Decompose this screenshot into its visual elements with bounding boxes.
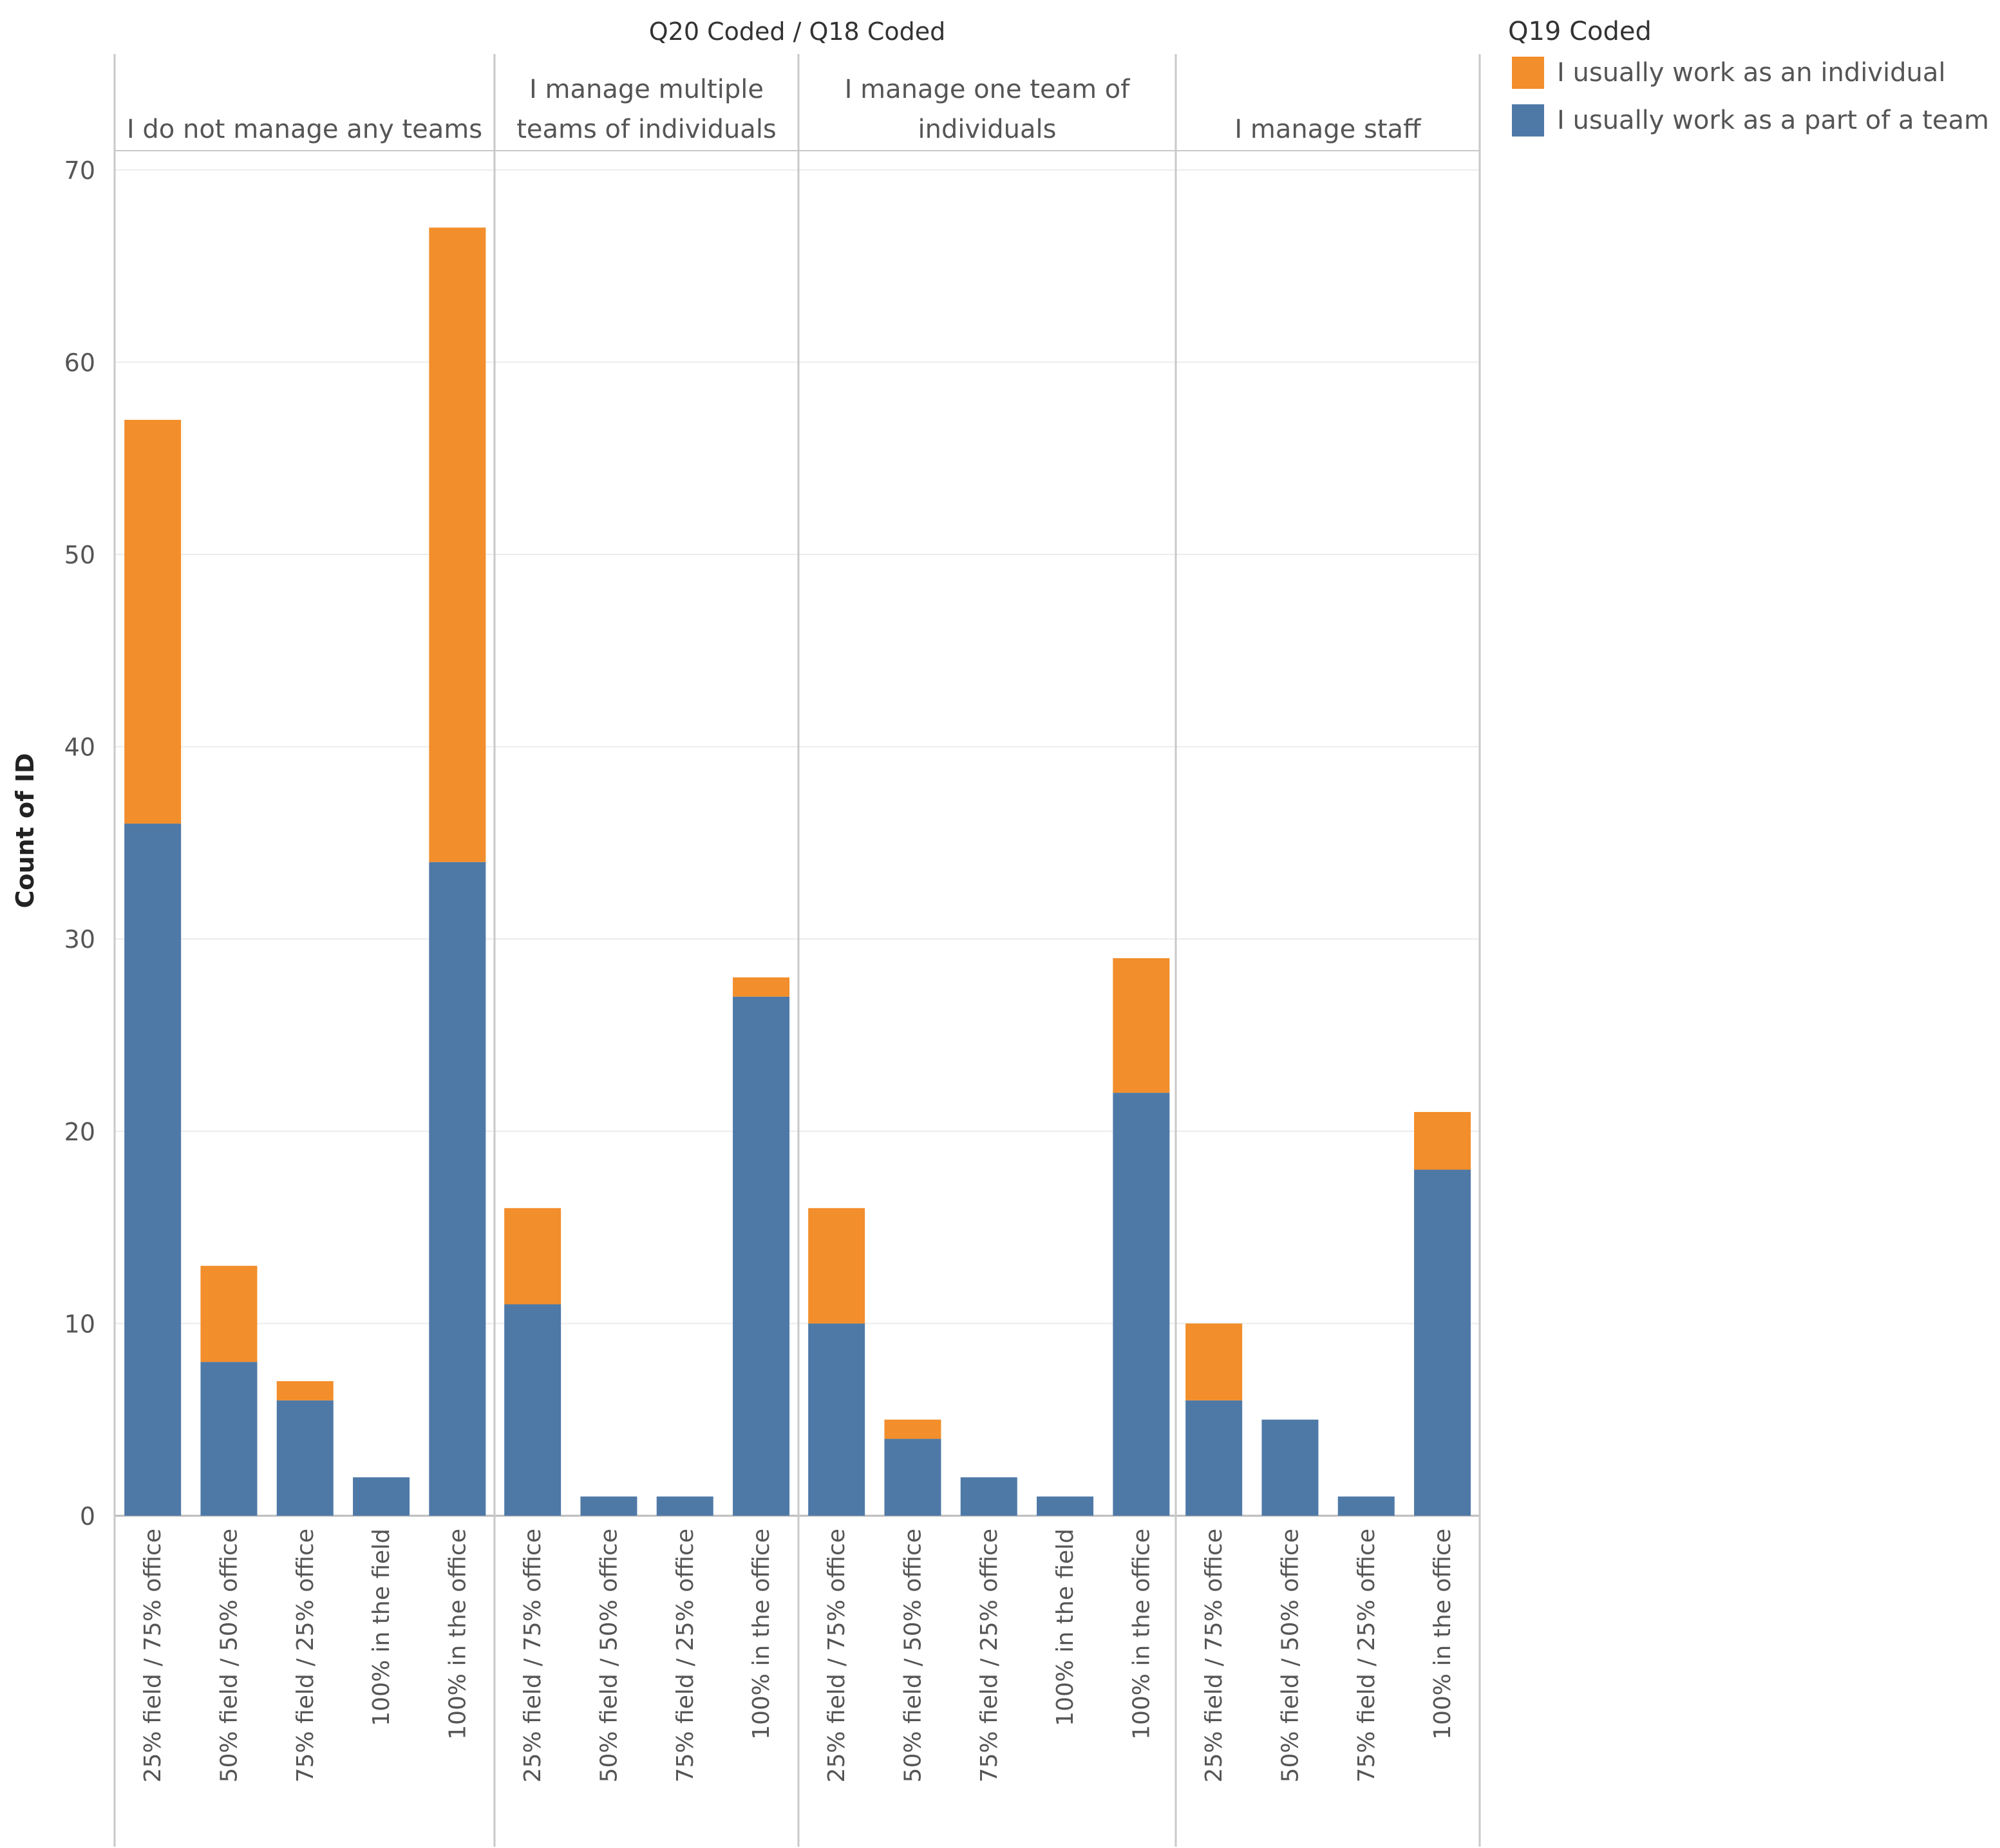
x-category-label: 25% field / 75% office <box>824 1529 850 1782</box>
x-category-label: 100% in the field <box>368 1529 395 1726</box>
panel-header-label: I manage multiple <box>529 75 764 104</box>
legend-swatch <box>1512 104 1544 137</box>
panel-header-label: I manage one team of <box>845 75 1131 104</box>
x-category-label: 50% field / 50% office <box>596 1529 622 1782</box>
x-category-label: 50% field / 50% office <box>216 1529 242 1782</box>
x-category-label: 50% field / 50% office <box>900 1529 926 1782</box>
bar-segment <box>808 1323 865 1516</box>
x-category-label: 25% field / 75% office <box>520 1529 546 1782</box>
x-category-label: 25% field / 75% office <box>140 1529 166 1782</box>
x-category-label: 100% in the office <box>1429 1529 1456 1740</box>
legend-title: Q19 Coded <box>1508 17 1652 46</box>
y-axis-label: Count of ID <box>11 753 39 908</box>
y-tick-label: 0 <box>80 1502 95 1531</box>
bar-segment <box>884 1438 941 1516</box>
bar-segment <box>1113 958 1170 1093</box>
chart-title: Q20 Coded / Q18 Coded <box>649 17 945 46</box>
y-tick-label: 70 <box>64 156 95 185</box>
bar-segment <box>733 977 790 997</box>
x-category-label: 75% field / 25% office <box>672 1529 699 1782</box>
bar-segment <box>1113 1093 1170 1516</box>
bar-segment <box>1414 1169 1471 1516</box>
bar-segment <box>124 420 182 824</box>
bar-segment <box>353 1477 410 1516</box>
bar-segment <box>1185 1323 1243 1400</box>
bar-segment <box>1037 1496 1094 1516</box>
bar-segment <box>656 1496 713 1516</box>
bar-segment <box>200 1362 258 1516</box>
bar-segment <box>504 1304 561 1516</box>
bar-segment <box>200 1265 258 1362</box>
legend-label: I usually work as an individual <box>1557 58 1945 88</box>
y-tick-label: 50 <box>64 541 95 569</box>
bar-segment <box>1261 1419 1319 1516</box>
bar-segment <box>733 996 790 1516</box>
legend-swatch <box>1512 57 1544 89</box>
bar-segment <box>960 1477 1017 1516</box>
bar-segment <box>504 1208 561 1305</box>
y-tick-label: 10 <box>64 1310 95 1338</box>
y-tick-label: 60 <box>64 348 95 377</box>
bar-segment <box>1337 1496 1395 1516</box>
bar-segment <box>124 824 182 1516</box>
x-category-label: 75% field / 25% office <box>292 1529 319 1782</box>
panel-header-label: I do not manage any teams <box>127 115 482 144</box>
bar-segment <box>429 227 486 862</box>
y-tick-label: 20 <box>64 1118 95 1146</box>
bar-segment <box>580 1496 637 1516</box>
bar-segment <box>884 1419 941 1439</box>
x-category-label: 75% field / 25% office <box>1354 1529 1380 1782</box>
panel-header-label: I manage staff <box>1234 115 1422 144</box>
y-tick-label: 40 <box>64 733 95 762</box>
bar-segment <box>1414 1111 1471 1170</box>
bar-segment <box>808 1208 865 1324</box>
y-tick-label: 30 <box>64 925 95 954</box>
bar-segment <box>276 1400 334 1516</box>
x-category-label: 100% in the field <box>1052 1529 1079 1726</box>
x-category-label: 25% field / 75% office <box>1201 1529 1227 1782</box>
legend-label: I usually work as a part of a team <box>1557 106 1989 135</box>
x-category-label: 75% field / 25% office <box>976 1529 1003 1782</box>
x-category-label: 100% in the office <box>1128 1529 1155 1740</box>
x-category-label: 100% in the office <box>444 1529 471 1740</box>
bar-segment <box>276 1381 334 1400</box>
bar-segment <box>429 862 486 1516</box>
panel-header-label: individuals <box>918 115 1057 144</box>
panel-header-label: teams of individuals <box>516 115 777 144</box>
bar-segment <box>1185 1400 1243 1516</box>
x-category-label: 50% field / 50% office <box>1277 1529 1303 1782</box>
x-category-label: 100% in the office <box>748 1529 775 1740</box>
